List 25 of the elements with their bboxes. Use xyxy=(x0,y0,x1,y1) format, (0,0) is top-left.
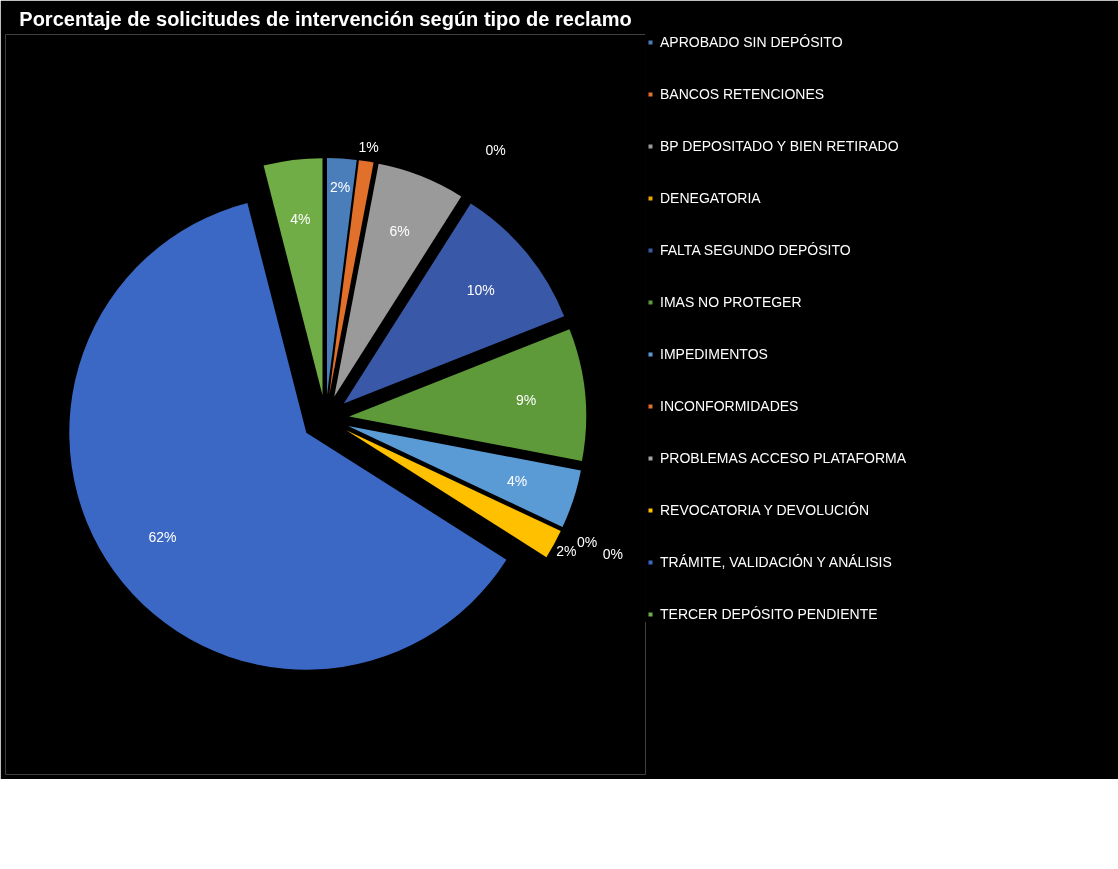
legend-label: IMAS NO PROTEGER xyxy=(660,294,802,310)
data-label: 6% xyxy=(389,223,410,240)
data-label: 4% xyxy=(507,473,528,490)
data-label: 10% xyxy=(466,282,495,299)
text: 0% xyxy=(602,546,624,563)
chart-title: Porcentaje de solicitudes de intervención según tipo de reclamo xyxy=(19,7,632,30)
legend-label: TRÁMITE, VALIDACIÓN Y ANÁLISIS xyxy=(660,554,892,570)
legend-label: BANCOS RETENCIONES xyxy=(660,86,825,102)
legend-label: APROBADO SIN DEPÓSITO xyxy=(660,34,843,50)
data-label: 4% xyxy=(290,210,311,227)
data-label: 9% xyxy=(515,391,537,408)
legend-label: PROBLEMAS ACCESO PLATAFORMA xyxy=(660,450,907,466)
text: 0% xyxy=(577,533,598,550)
legend-label: IMPEDIMENTOS xyxy=(660,346,768,362)
legend-label: BP DEPOSITADO Y BIEN RETIRADO xyxy=(660,138,899,154)
legend-label: DENEGATORIA xyxy=(660,190,761,206)
data-label: 2% xyxy=(556,543,577,560)
legend-label: TERCER DEPÓSITO PENDIENTE xyxy=(660,606,878,622)
text: 0% xyxy=(485,142,506,159)
data-label: 1% xyxy=(358,138,379,155)
data-label: 62% xyxy=(148,529,177,546)
legend-label: REVOCATORIA Y DEVOLUCIÓN xyxy=(660,502,870,518)
legend-label: INCONFORMIDADES xyxy=(660,398,799,414)
data-label: 2% xyxy=(329,178,351,195)
legend-label: FALTA SEGUNDO DEPÓSITO xyxy=(660,242,851,258)
